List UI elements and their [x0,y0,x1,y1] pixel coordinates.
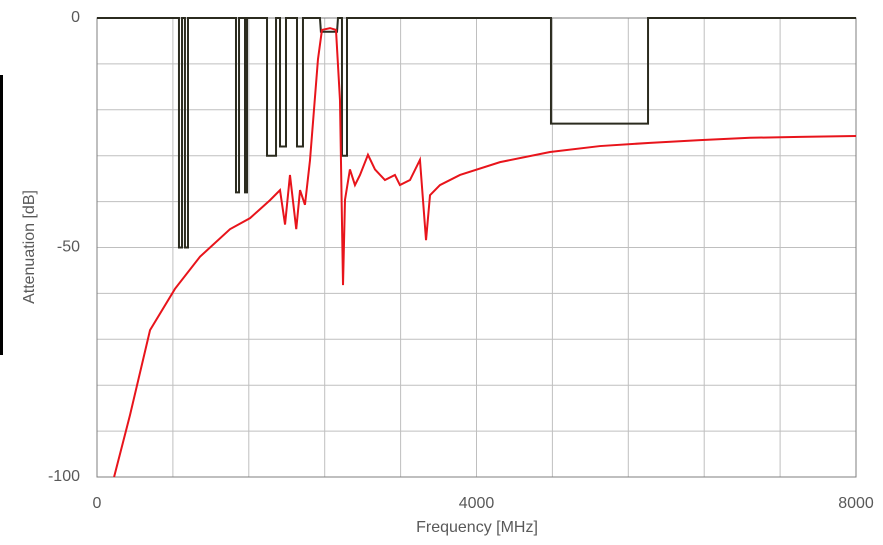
series-line [113,27,857,478]
x-tick-label: 4000 [459,495,495,512]
y-tick-label: -50 [57,239,80,256]
x-tick-label: 0 [93,495,102,512]
y-tick-label: -100 [48,468,80,485]
y-axis-label: Attenuation [dB] [21,190,38,304]
y-tick-label: 0 [71,9,80,26]
series-line [97,17,856,249]
x-tick-label: 8000 [838,495,874,512]
edge-bar [0,75,3,355]
x-axis-label: Frequency [MHz] [416,519,538,536]
